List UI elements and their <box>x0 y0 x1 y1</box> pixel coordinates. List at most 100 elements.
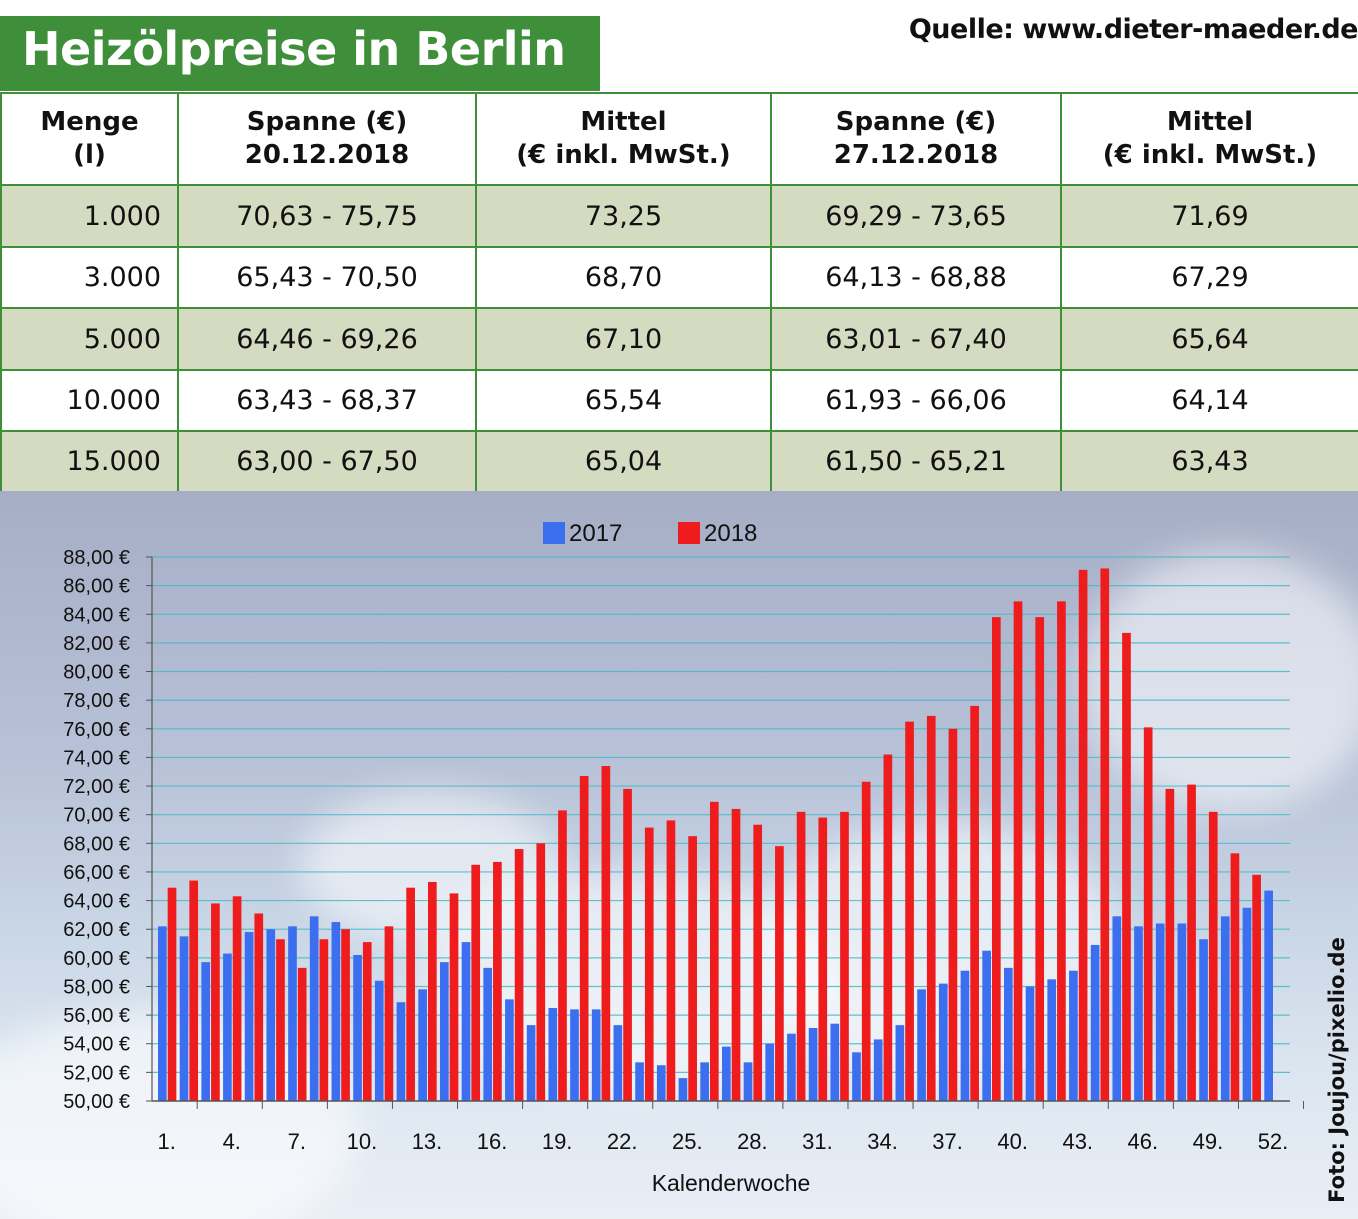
bar-2018 <box>211 903 220 1101</box>
cell-spanne-1: 65,43 - 70,50 <box>177 246 477 309</box>
bar-2017 <box>570 1009 579 1101</box>
bar-2018 <box>1100 568 1110 1101</box>
bar-2018 <box>991 617 1001 1101</box>
table-row: 5.000 64,46 - 69,26 67,10 63,01 - 67,40 … <box>0 307 1358 371</box>
bar-2017 <box>179 936 189 1101</box>
bar-2017 <box>374 980 384 1101</box>
bar-2017 <box>158 926 167 1101</box>
bar-2018 <box>427 881 437 1101</box>
bar-2017 <box>1155 923 1165 1101</box>
bar-2017 <box>288 926 297 1101</box>
bar-2017 <box>1069 970 1078 1101</box>
header-line: Menge <box>40 107 139 137</box>
bar-2017 <box>526 1025 536 1101</box>
bar-2018 <box>276 939 285 1101</box>
bar-2017 <box>700 1062 709 1101</box>
x-tick-label: 46. <box>1128 1129 1159 1154</box>
bar-2017 <box>1004 967 1013 1101</box>
bar-2017 <box>266 929 276 1101</box>
bar-2017 <box>1242 907 1252 1101</box>
bar-2018 <box>232 896 242 1101</box>
y-tick-label: 62,00 € <box>63 919 130 941</box>
bar-2017 <box>938 983 948 1101</box>
y-tick-label: 72,00 € <box>63 776 130 798</box>
bar-2018 <box>189 880 199 1101</box>
bar-2018 <box>840 811 849 1101</box>
x-tick-label: 40. <box>997 1129 1028 1154</box>
bar-2018 <box>362 942 372 1101</box>
table-row: 3.000 65,43 - 70,50 68,70 64,13 - 68,88 … <box>0 246 1358 309</box>
bar-2017 <box>331 922 341 1101</box>
bar-2017 <box>353 954 362 1101</box>
bar-2017 <box>613 1025 623 1101</box>
header-mittel-1: Mittel (€ inkl. MwSt.) <box>475 92 772 186</box>
bar-2017 <box>483 967 493 1101</box>
bar-2018 <box>319 939 329 1101</box>
y-tick-label: 80,00 € <box>63 662 130 684</box>
bar-2018 <box>905 721 914 1101</box>
bar-2017 <box>440 962 449 1101</box>
cell-spanne-1: 70,63 - 75,75 <box>177 184 477 248</box>
bar-2018 <box>1230 853 1240 1101</box>
bar-2018 <box>254 913 264 1101</box>
legend-label-2017: 2017 <box>569 520 622 547</box>
bar-2017 <box>1047 979 1057 1101</box>
header-line: (€ inkl. MwSt.) <box>516 140 731 170</box>
photo-credit: Foto: Joujou/pixelio.de <box>1322 937 1352 1203</box>
y-tick-label: 84,00 € <box>63 604 130 626</box>
x-tick-label: 4. <box>223 1129 241 1154</box>
cell-mittel-1: 67,10 <box>475 307 772 371</box>
table-row: 15.000 63,00 - 67,50 65,04 61,50 - 65,21… <box>0 430 1358 493</box>
y-tick-label: 66,00 € <box>63 862 130 884</box>
bar-2018 <box>341 929 350 1101</box>
bar-2018 <box>406 887 415 1101</box>
bar-2018 <box>1208 811 1218 1101</box>
bar-2018 <box>167 887 177 1101</box>
bar-2018 <box>1035 617 1045 1101</box>
bar-2017 <box>787 1033 796 1101</box>
cell-spanne-1: 63,43 - 68,37 <box>177 369 477 432</box>
x-tick-label: 10. <box>347 1129 378 1154</box>
bar-2017 <box>1134 926 1143 1101</box>
y-tick-label: 52,00 € <box>63 1062 130 1084</box>
y-tick-label: 74,00 € <box>63 747 130 769</box>
cell-mittel-1: 65,04 <box>475 430 772 493</box>
x-tick-label: 28. <box>737 1129 768 1154</box>
x-axis-title: Kalenderwoche <box>652 1170 811 1196</box>
table-row: 1.000 70,63 - 75,75 73,25 69,29 - 73,65 … <box>0 184 1358 248</box>
bar-2017 <box>982 950 991 1101</box>
header-line: (€ inkl. MwSt.) <box>1102 140 1318 170</box>
bar-2017 <box>743 1062 753 1101</box>
cell-menge: 1.000 <box>0 184 179 248</box>
bar-2017 <box>505 999 514 1101</box>
bar-2018 <box>1078 569 1088 1101</box>
x-tick-label: 7. <box>288 1129 306 1154</box>
header-line: Spanne (€) <box>835 107 997 137</box>
bar-2017 <box>591 1009 601 1101</box>
bar-2017 <box>852 1052 861 1101</box>
x-tick-label: 49. <box>1193 1129 1224 1154</box>
photo-credit-label: Foto: Joujou/pixelio.de <box>1325 937 1349 1203</box>
y-tick-label: 58,00 € <box>63 976 130 998</box>
bar-2018 <box>558 810 567 1101</box>
bar-2018 <box>384 926 394 1101</box>
y-tick-label: 78,00 € <box>63 690 130 712</box>
x-tick-label: 22. <box>607 1129 638 1154</box>
x-tick-label: 37. <box>932 1129 963 1154</box>
title-banner: Heizölpreise in Berlin <box>0 16 600 91</box>
cell-menge: 5.000 <box>0 307 179 371</box>
cell-mittel-1: 68,70 <box>475 246 772 309</box>
bar-2017 <box>548 1007 558 1101</box>
bar-2018 <box>970 705 979 1101</box>
bar-2018 <box>709 801 719 1101</box>
bar-2017 <box>808 1027 818 1101</box>
table-header-row: Menge (l) Spanne (€) 20.12.2018 Mittel (€ i… <box>0 92 1358 186</box>
bar-2017 <box>309 916 319 1101</box>
bar-2017 <box>765 1043 775 1101</box>
cell-mittel-1: 73,25 <box>475 184 772 248</box>
bar-2017 <box>461 942 471 1101</box>
y-tick-label: 82,00 € <box>63 633 130 655</box>
bar-2017 <box>1177 923 1187 1101</box>
cell-menge: 15.000 <box>0 430 179 493</box>
header-line: Mittel <box>1166 107 1254 137</box>
